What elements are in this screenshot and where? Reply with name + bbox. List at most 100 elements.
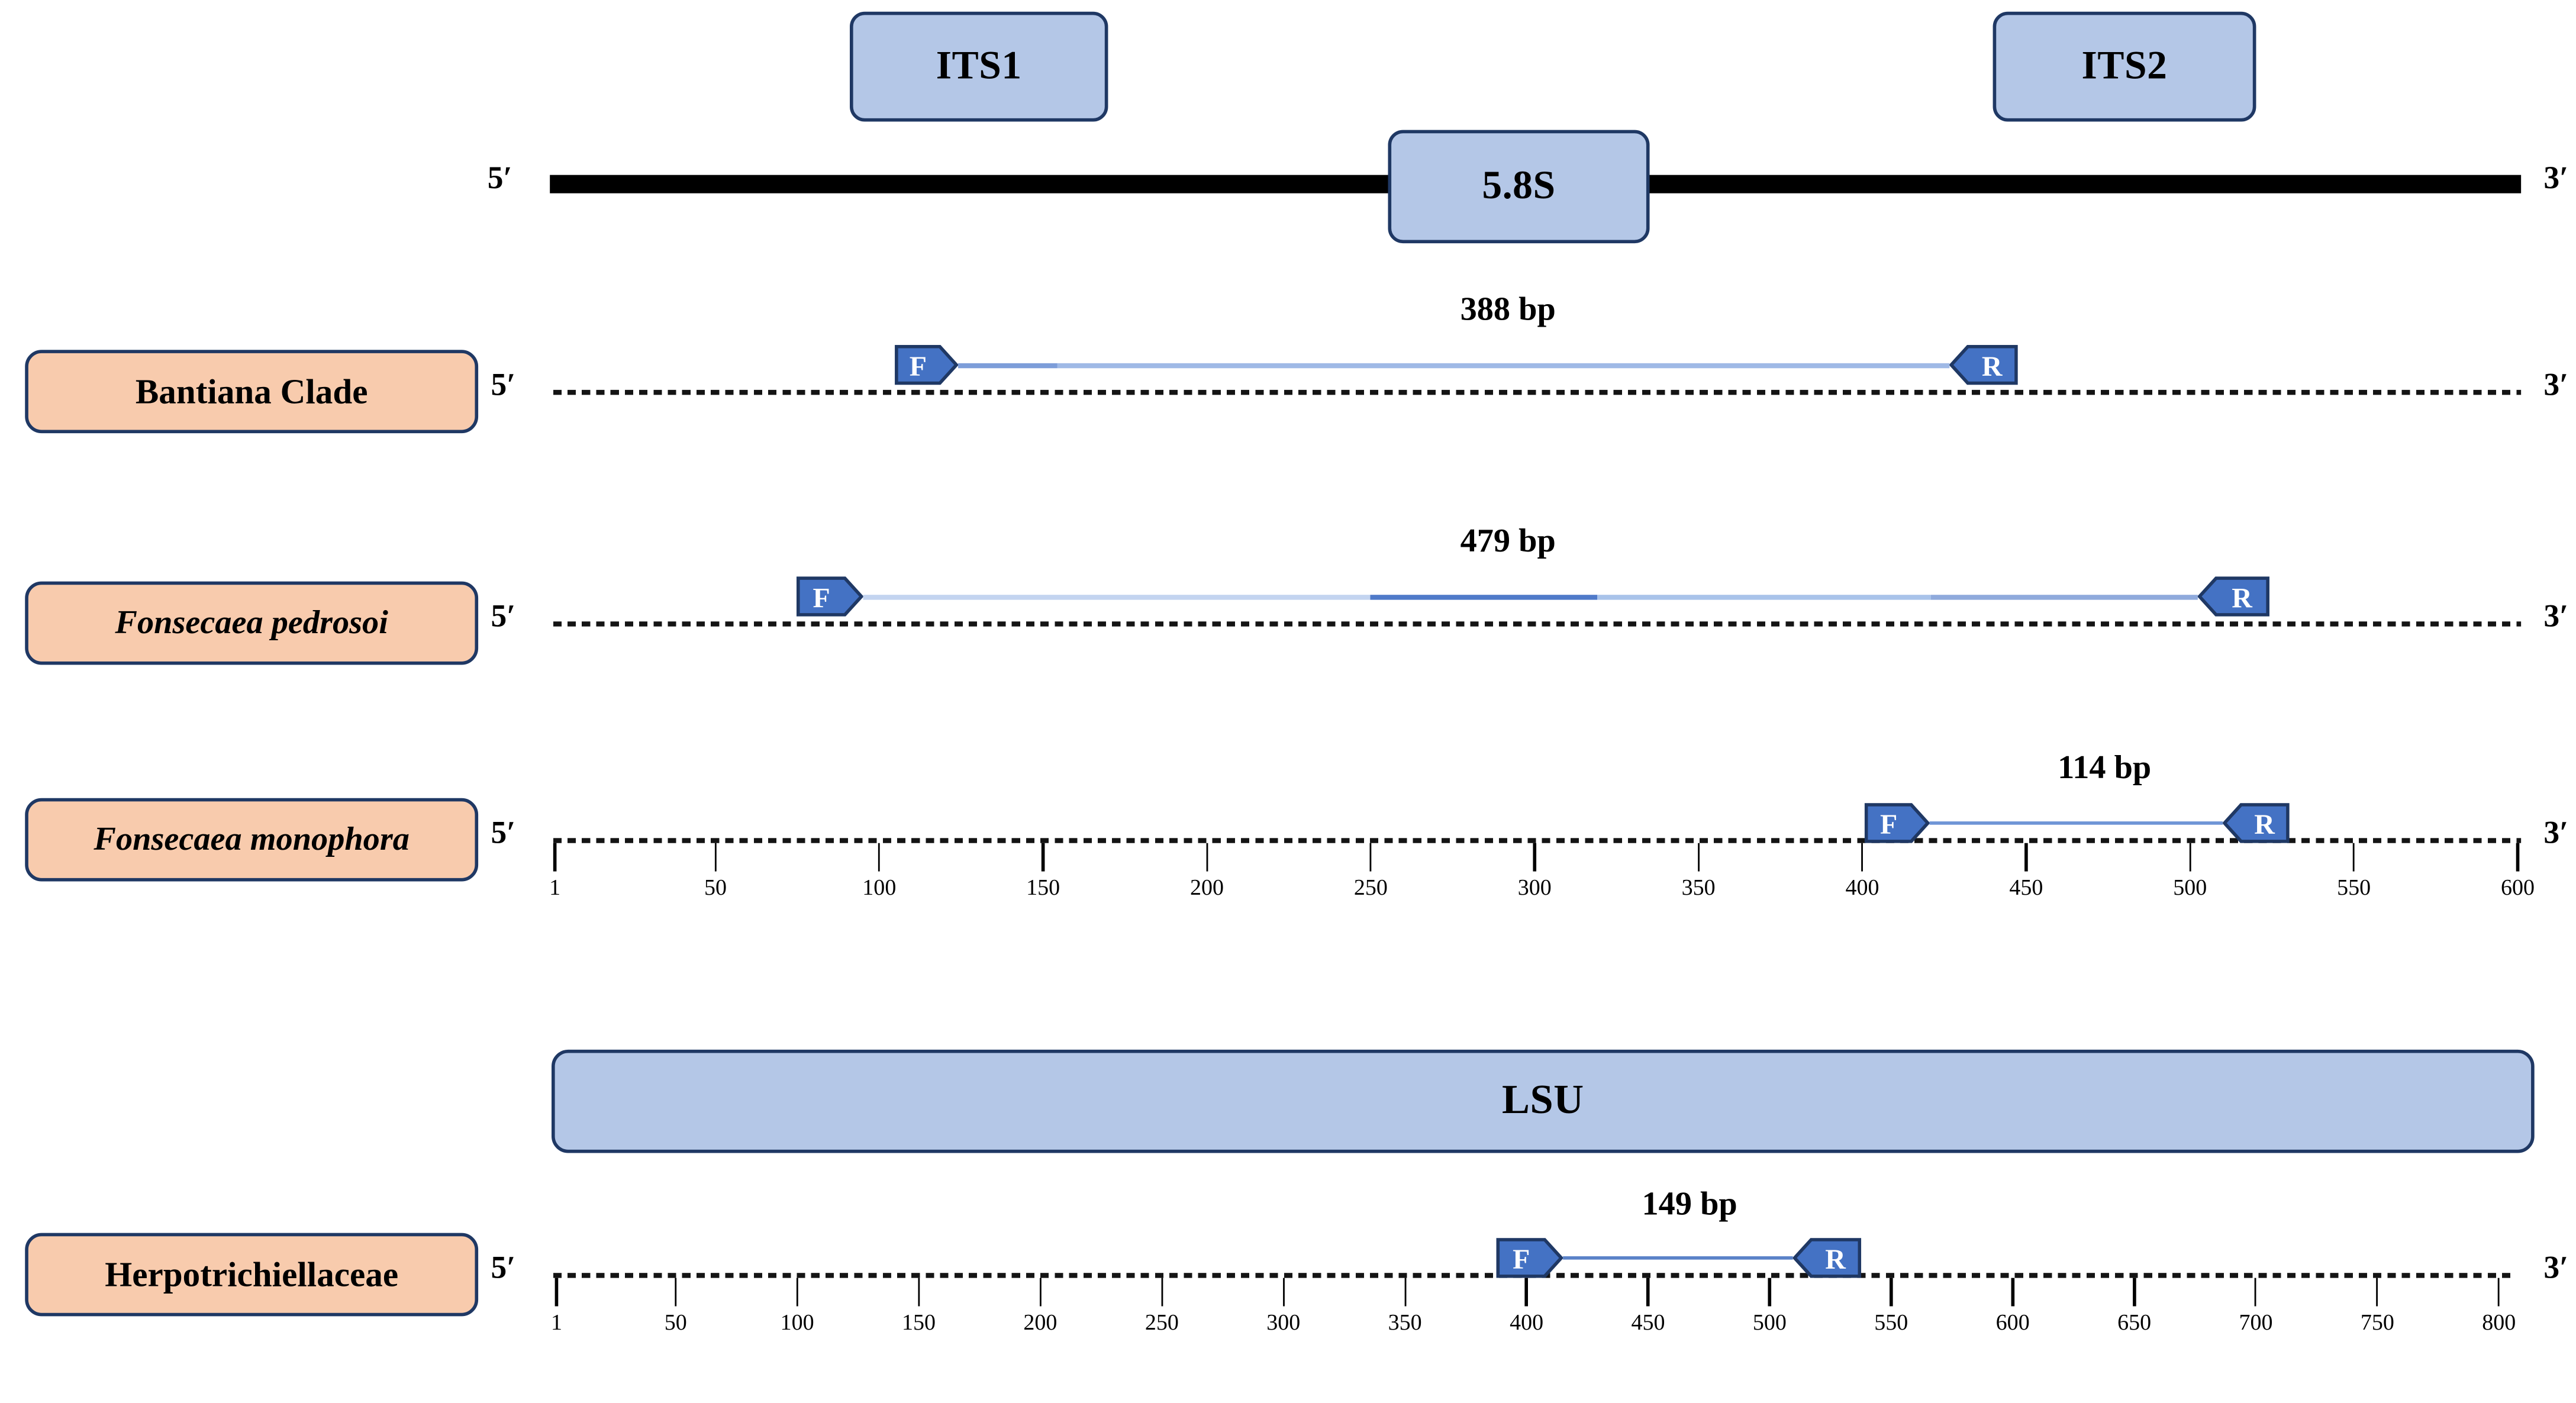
ruler-tick-label: 150 <box>1026 875 1060 900</box>
ruler-tick <box>878 843 881 872</box>
five-prime-label: 5′ <box>491 816 516 852</box>
ruler-tick-label: 150 <box>902 1310 936 1335</box>
its1-region-box: ITS1 <box>850 11 1108 122</box>
ruler-tick <box>674 1278 677 1307</box>
clade-label: Bantiana Clade <box>135 370 368 411</box>
ruler-tick <box>2011 1278 2014 1307</box>
ruler-tick-label: 750 <box>2360 1310 2394 1335</box>
s58-region-box: 5.8S <box>1388 130 1650 244</box>
amplicon-size-label: 388 bp <box>1460 291 1556 328</box>
forward-primer-marker: F <box>1496 1238 1563 1278</box>
three-prime-label: 3′ <box>2543 599 2569 635</box>
three-prime-label: 3′ <box>2543 816 2569 852</box>
ruler-tick <box>1369 843 1372 872</box>
ruler-tick <box>1282 1278 1285 1307</box>
ruler-tick-label: 450 <box>2009 875 2043 900</box>
ruler-tick-label: 650 <box>2117 1310 2152 1335</box>
ruler-tick <box>1890 1278 1892 1307</box>
clade-box-bantiana: Bantiana Clade <box>25 350 479 434</box>
ruler-tick <box>2376 1278 2379 1307</box>
dashed-genome-line <box>553 389 2522 395</box>
ruler-tick <box>714 843 717 872</box>
ruler-tick-label: 100 <box>780 1310 814 1335</box>
primer-letter: R <box>2232 582 2252 614</box>
ruler-tick-label: 1 <box>549 875 561 900</box>
ruler-tick-label: 100 <box>862 875 897 900</box>
primer-letter: R <box>1982 351 2003 382</box>
ruler-tick-label: 250 <box>1144 1310 1179 1335</box>
ruler-tick <box>917 1278 920 1307</box>
ruler-tick-label: 200 <box>1023 1310 1058 1335</box>
ruler-tick <box>1647 1278 1649 1307</box>
forward-primer-marker: F <box>796 576 863 617</box>
ruler-tick-label: 250 <box>1353 875 1388 900</box>
ruler-tick <box>1525 1278 1528 1307</box>
reverse-primer-marker: R <box>1792 1238 1862 1278</box>
ruler-tick-label: 200 <box>1190 875 1224 900</box>
ruler-tick-label: 600 <box>2500 875 2535 900</box>
ruler-tick <box>796 1278 798 1307</box>
five-prime-label: 5′ <box>491 599 516 635</box>
primer-letter: R <box>1825 1244 1846 1275</box>
ruler-tick <box>1533 843 1536 872</box>
reverse-primer-marker: R <box>2197 576 2269 617</box>
ruler-tick <box>1697 843 1700 872</box>
ruler-tick <box>555 1278 558 1307</box>
ruler-tick-label: 600 <box>1995 1310 2030 1335</box>
clade-box-monophora: Fonsecaea monophora <box>25 798 479 882</box>
reverse-primer-marker: R <box>2223 803 2290 843</box>
top-three-prime-label: 3′ <box>2543 162 2569 197</box>
amplicon-size-label: 149 bp <box>1642 1186 1737 1223</box>
ruler-tick <box>1205 843 1208 872</box>
clade-label: Herpotrichiellaceae <box>105 1253 399 1294</box>
ruler-tick-label: 550 <box>1874 1310 1908 1335</box>
ruler-tick <box>2188 843 2191 872</box>
ruler-tick <box>2025 843 2027 872</box>
amplicon-line <box>863 594 2198 599</box>
its2-region-box: ITS2 <box>1993 11 2256 122</box>
forward-primer-marker: F <box>1864 803 1930 843</box>
ruler-tick-label: 550 <box>2337 875 2371 900</box>
dashed-genome-line <box>553 621 2522 626</box>
ruler-tick-label: 500 <box>2173 875 2207 900</box>
ruler-tick <box>2352 843 2355 872</box>
ruler-tick-label: 500 <box>1752 1310 1787 1335</box>
three-prime-label: 3′ <box>2543 1251 2569 1286</box>
ruler-tick-label: 400 <box>1510 1310 1544 1335</box>
clade-label: Fonsecaea monophora <box>94 820 410 857</box>
ruler-tick <box>2516 843 2519 872</box>
primer-letter: F <box>1880 809 1897 840</box>
amplicon-line <box>1563 1255 1793 1260</box>
ruler-tick <box>1768 1278 1771 1307</box>
ruler-tick-label: 800 <box>2482 1310 2516 1335</box>
ruler-tick-label: 350 <box>1388 1310 1422 1335</box>
its1-region-label: ITS1 <box>936 44 1022 88</box>
ruler-tick-label: 700 <box>2239 1310 2273 1335</box>
ruler-tick-label: 1 <box>550 1310 562 1335</box>
forward-primer-marker: F <box>895 344 959 385</box>
dashed-genome-line <box>553 838 2522 843</box>
five-prime-label: 5′ <box>491 368 516 404</box>
amplicon-line <box>958 362 1950 367</box>
ruler-tick <box>2497 1278 2500 1307</box>
ruler-tick-label: 450 <box>1631 1310 1665 1335</box>
ruler-tick <box>553 843 556 872</box>
lsu-region-label: LSU <box>1502 1078 1584 1123</box>
ruler-tick-label: 300 <box>1266 1310 1301 1335</box>
five-prime-label: 5′ <box>491 1251 516 1286</box>
ruler-tick <box>2255 1278 2257 1307</box>
top-five-prime-label: 5′ <box>487 162 512 197</box>
lsu-region-box: LSU <box>551 1049 2535 1153</box>
amplicon-size-label: 479 bp <box>1460 523 1556 560</box>
ruler-tick <box>1404 1278 1406 1307</box>
ruler-tick-label: 50 <box>664 1310 687 1335</box>
primer-letter: F <box>1513 1244 1530 1275</box>
s58-region-label: 5.8S <box>1482 164 1556 208</box>
ruler-tick <box>1160 1278 1163 1307</box>
ruler-tick <box>1039 1278 1042 1307</box>
its2-region-label: ITS2 <box>2081 44 2168 88</box>
clade-box-pedrosoi: Fonsecaea pedrosoi <box>25 581 479 665</box>
three-prime-label: 3′ <box>2543 368 2569 404</box>
